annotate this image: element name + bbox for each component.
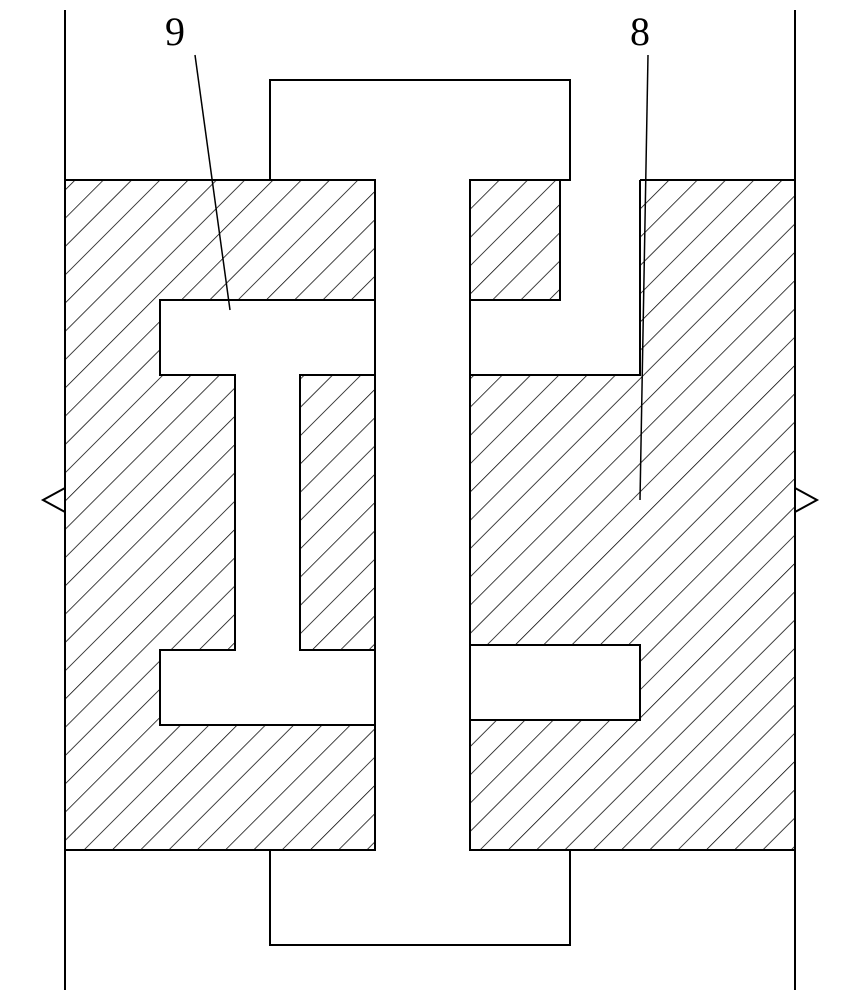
- hatched-body: [65, 180, 795, 850]
- label-9-text: 9: [165, 9, 185, 54]
- label-8-text: 8: [630, 9, 650, 54]
- hatched-body-group: [65, 180, 795, 850]
- cross-section-diagram: 9 8: [0, 0, 858, 1000]
